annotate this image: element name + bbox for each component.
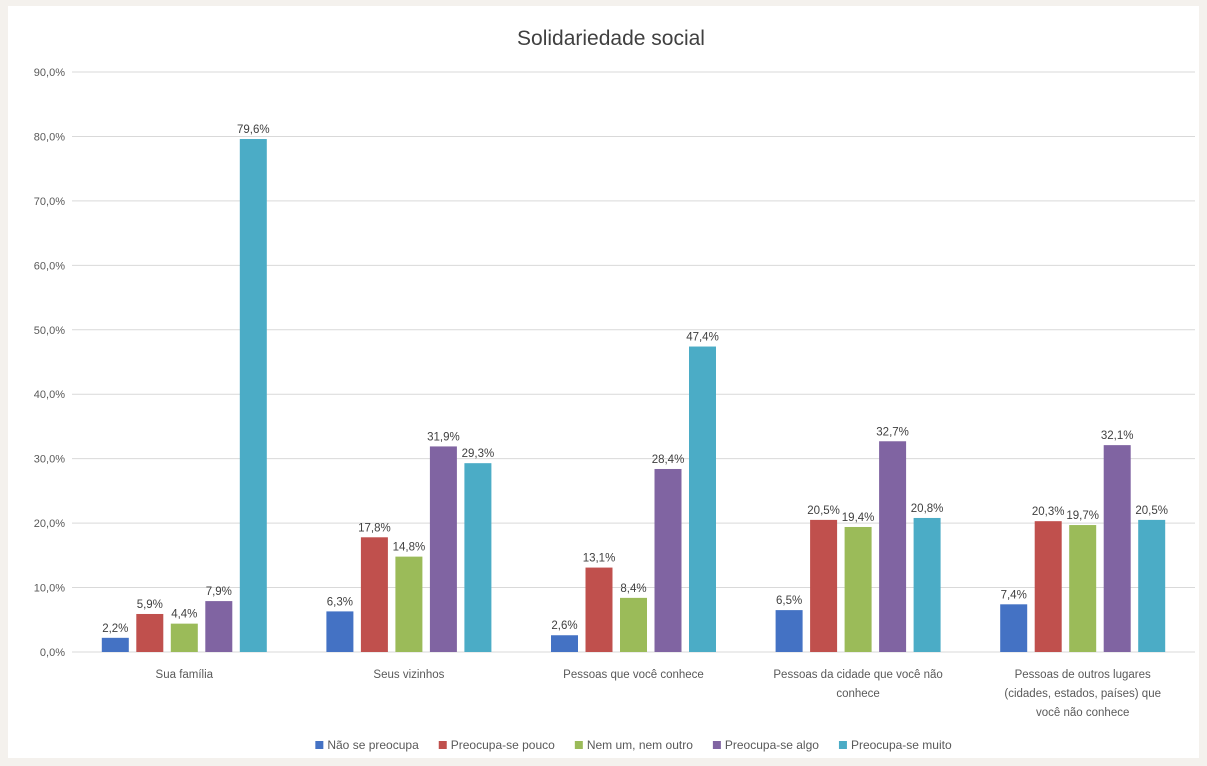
data-label: 79,6% xyxy=(237,124,270,136)
data-label: 7,9% xyxy=(206,586,232,598)
bar xyxy=(136,613,164,652)
data-label: 32,7% xyxy=(876,426,909,438)
legend-item: Preocupa-se muito xyxy=(838,738,952,752)
y-tick-label: 90,0% xyxy=(34,67,65,79)
data-label: 20,5% xyxy=(1135,505,1168,517)
legend-label: Preocupa-se muito xyxy=(851,738,952,752)
data-label: 31,9% xyxy=(427,431,460,443)
chart-frame: Solidariedade social 0,0% 10,0% 20,0% 30,0%… xyxy=(8,6,1199,758)
bar xyxy=(913,517,941,652)
data-label: 19,7% xyxy=(1066,510,1099,522)
y-tick-label: 10,0% xyxy=(34,583,65,595)
legend-swatch xyxy=(838,741,847,749)
data-label: 4,4% xyxy=(171,609,197,621)
category-label: (cidades, estados, países) que xyxy=(1004,688,1161,700)
y-tick-label: 80,0% xyxy=(34,131,65,143)
bar xyxy=(1000,604,1028,652)
chart-title: Solidariedade social xyxy=(517,27,705,50)
bar xyxy=(429,446,457,652)
y-tick-label: 0,0% xyxy=(40,647,65,659)
bar xyxy=(326,611,354,652)
legend-item: Preocupa-se pouco xyxy=(438,738,555,752)
legend-label: Preocupa-se algo xyxy=(725,738,819,752)
bar-chart: Solidariedade social 0,0% 10,0% 20,0% 30,0%… xyxy=(34,27,1195,752)
data-label: 20,5% xyxy=(807,505,840,517)
bar xyxy=(654,468,682,652)
category-label: você não conhece xyxy=(1036,707,1129,719)
bar xyxy=(879,441,907,652)
y-tick-label: 70,0% xyxy=(34,196,65,208)
bar xyxy=(1034,521,1062,652)
legend-item: Nem um, nem outro xyxy=(574,738,693,752)
legend-label: Preocupa-se pouco xyxy=(451,738,555,752)
data-label: 2,2% xyxy=(102,623,128,635)
data-labels: 2,2% 5,9% 4,4% 7,9% 79,6% 6,3% 17,8%14,8% 31,9%… xyxy=(102,124,1168,635)
bar xyxy=(844,526,872,652)
bar xyxy=(170,623,198,652)
bar xyxy=(101,637,129,652)
bar xyxy=(360,537,388,652)
legend: Não se preocupa Preocupa-se pouco Nem um, … xyxy=(315,738,952,752)
bar xyxy=(464,463,492,652)
bar xyxy=(395,556,423,652)
data-label: 8,4% xyxy=(620,583,646,595)
y-tick-label: 30,0% xyxy=(34,454,65,466)
data-label: 6,3% xyxy=(327,596,353,608)
legend-label: Não se preocupa xyxy=(327,738,419,752)
data-label: 32,1% xyxy=(1101,430,1134,442)
category-label: Pessoas da cidade que você não xyxy=(773,669,942,681)
data-label: 13,1% xyxy=(583,553,616,565)
legend-swatch xyxy=(712,741,721,749)
bars xyxy=(101,139,1166,652)
data-label: 28,4% xyxy=(652,454,685,466)
y-tick-label: 60,0% xyxy=(34,260,65,272)
bar xyxy=(551,635,578,652)
bar xyxy=(239,139,267,652)
data-label: 17,8% xyxy=(358,522,391,534)
legend-item: Preocupa-se algo xyxy=(712,738,819,752)
legend-swatch xyxy=(574,741,583,749)
y-tick-label: 50,0% xyxy=(34,325,65,337)
data-label: 19,4% xyxy=(842,512,875,524)
bar xyxy=(775,610,803,652)
legend-label: Nem um, nem outro xyxy=(587,738,693,752)
data-label: 14,8% xyxy=(393,542,426,554)
category-label: Sua família xyxy=(156,669,214,681)
bar xyxy=(620,597,647,652)
data-label: 29,3% xyxy=(462,448,495,460)
data-label: 47,4% xyxy=(686,332,719,344)
data-label: 6,5% xyxy=(776,595,802,607)
bar xyxy=(689,346,716,652)
bar xyxy=(205,601,233,652)
data-label: 20,3% xyxy=(1032,506,1065,518)
bar xyxy=(585,567,613,652)
bar xyxy=(810,519,838,652)
bar xyxy=(1103,445,1131,652)
category-label: Pessoas de outros lugares xyxy=(1015,669,1151,681)
x-axis-categories: Sua família Seus vizinhos Pessoas que você… xyxy=(156,669,1161,719)
category-label: conhece xyxy=(836,688,879,700)
data-label: 5,9% xyxy=(137,599,163,611)
legend-swatch xyxy=(438,741,447,749)
y-axis-ticks: 0,0% 10,0% 20,0% 30,0% 40,0% 50,0% 60,0% 70,0% 8… xyxy=(34,67,65,659)
y-tick-label: 40,0% xyxy=(34,389,65,401)
category-label: Seus vizinhos xyxy=(373,669,444,681)
data-label: 7,4% xyxy=(1001,589,1027,601)
data-label: 20,8% xyxy=(911,503,944,515)
legend-swatch xyxy=(315,741,324,749)
data-label: 2,6% xyxy=(551,620,577,632)
bar xyxy=(1069,525,1097,652)
bar xyxy=(1138,519,1166,652)
category-label: Pessoas que você conhece xyxy=(563,669,704,681)
y-tick-label: 20,0% xyxy=(34,518,65,530)
legend-item: Não se preocupa xyxy=(315,738,419,752)
